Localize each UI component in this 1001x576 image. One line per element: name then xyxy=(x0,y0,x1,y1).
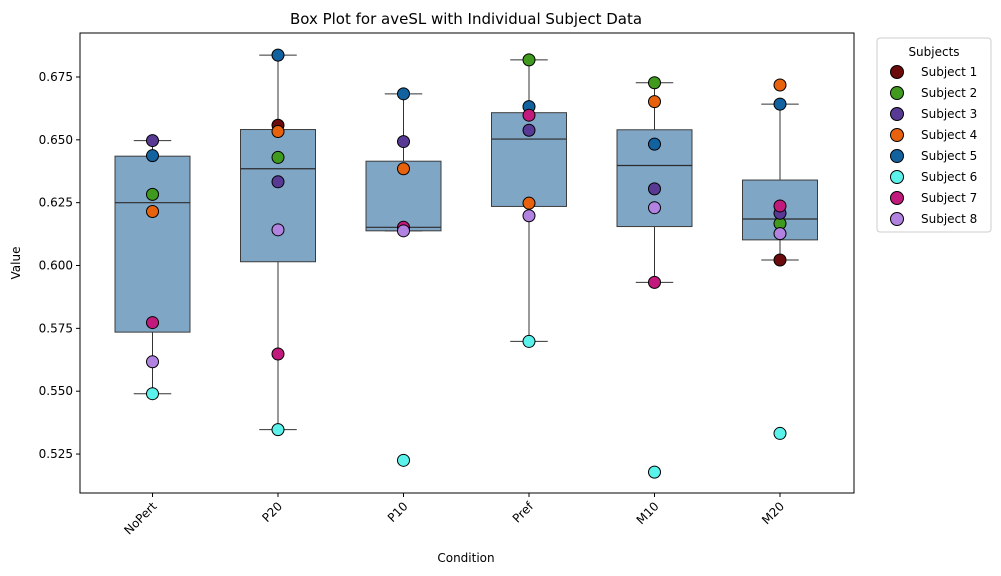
series-subject-2 xyxy=(146,53,787,231)
data-point xyxy=(773,426,787,440)
legend-label: Subject 7 xyxy=(921,191,977,205)
y-axis-title: Value xyxy=(9,247,23,280)
points-layer xyxy=(146,48,787,479)
box-iqr xyxy=(240,129,316,263)
series-subject-6 xyxy=(146,334,787,479)
legend-marker xyxy=(890,128,904,142)
box-P10 xyxy=(365,93,442,232)
legend-label: Subject 8 xyxy=(921,212,977,226)
legend-marker xyxy=(890,107,904,121)
data-point xyxy=(271,125,285,139)
x-tick-label: P10 xyxy=(385,499,411,525)
legend-label: Subject 5 xyxy=(921,149,977,163)
data-point xyxy=(648,465,661,479)
data-point xyxy=(648,137,661,151)
legend-item: Subject 2 xyxy=(890,86,977,100)
data-point xyxy=(773,253,787,267)
legend-marker xyxy=(890,149,904,163)
chart-title: Box Plot for aveSL with Individual Subje… xyxy=(290,10,642,28)
legend-items: Subject 1 Subject 2 Subject 3 Subject 4 Subj… xyxy=(890,65,977,226)
data-point xyxy=(271,223,285,237)
legend-label: Subject 2 xyxy=(921,86,977,100)
y-tick-label: 0.575 xyxy=(39,321,73,335)
legend-item: Subject 1 xyxy=(890,65,977,79)
legend-marker xyxy=(890,191,904,205)
x-axis-title: Condition xyxy=(437,551,494,565)
x-axis: NoPert P20 P10 Pref M10 M20 xyxy=(121,493,787,538)
data-point xyxy=(522,53,536,67)
legend-frame xyxy=(876,37,992,233)
y-tick-label: 0.675 xyxy=(39,70,73,84)
legend-item: Subject 6 xyxy=(890,170,977,184)
legend-item: Subject 3 xyxy=(890,107,977,121)
data-point xyxy=(271,48,285,62)
y-tick-label: 0.650 xyxy=(39,133,73,147)
data-point xyxy=(271,423,285,437)
series-subject-7 xyxy=(146,108,787,361)
data-point xyxy=(271,150,285,164)
data-point xyxy=(146,149,159,163)
x-tick-label: NoPert xyxy=(121,499,159,537)
data-point xyxy=(146,204,159,218)
legend-item: Subject 5 xyxy=(890,149,977,163)
legend-label: Subject 6 xyxy=(921,170,977,184)
data-point xyxy=(146,316,159,330)
box-Pref xyxy=(491,59,567,342)
plot-frame xyxy=(79,32,855,494)
data-point xyxy=(773,97,787,111)
data-point xyxy=(146,187,159,201)
box-iqr xyxy=(114,155,191,333)
data-point xyxy=(522,108,536,122)
data-point xyxy=(773,78,787,92)
box-NoPert xyxy=(114,140,191,395)
data-point xyxy=(271,175,285,189)
data-point xyxy=(397,87,410,101)
series-subject-4 xyxy=(146,78,787,218)
legend-marker xyxy=(890,170,904,184)
series-subject-8 xyxy=(146,201,787,369)
y-tick-label: 0.625 xyxy=(39,196,73,210)
data-point xyxy=(271,347,285,361)
data-point xyxy=(648,201,661,215)
data-point xyxy=(397,162,410,176)
legend-item: Subject 4 xyxy=(890,128,977,142)
box-P20 xyxy=(240,54,316,431)
data-point xyxy=(773,227,787,241)
data-point xyxy=(522,209,536,223)
data-point xyxy=(648,95,661,109)
y-tick-label: 0.550 xyxy=(39,384,73,398)
legend-label: Subject 3 xyxy=(921,107,977,121)
data-point xyxy=(397,224,410,238)
data-point xyxy=(146,134,159,148)
data-point xyxy=(397,135,410,149)
data-point xyxy=(648,76,661,90)
x-tick-label: M20 xyxy=(759,499,787,527)
legend-marker xyxy=(890,212,904,226)
y-tick-label: 0.525 xyxy=(39,447,73,461)
legend-label: Subject 1 xyxy=(921,65,977,79)
legend-item: Subject 8 xyxy=(890,212,977,226)
data-point xyxy=(146,387,159,401)
data-point xyxy=(146,355,159,369)
y-tick-label: 0.600 xyxy=(39,259,73,273)
legend-item: Subject 7 xyxy=(890,191,977,205)
legend-title: Subjects xyxy=(908,45,959,59)
x-tick-label: M10 xyxy=(634,499,662,527)
data-point xyxy=(522,196,536,210)
boxes-layer xyxy=(114,54,818,431)
data-point xyxy=(522,123,536,137)
legend-label: Subject 4 xyxy=(921,128,977,142)
data-point xyxy=(648,275,661,289)
y-axis: 0.525 0.550 0.575 0.600 0.625 0.650 0.675 xyxy=(39,70,80,461)
legend-marker xyxy=(890,86,904,100)
data-point xyxy=(397,453,410,467)
data-point xyxy=(648,182,661,196)
legend-marker xyxy=(890,65,904,79)
data-point xyxy=(522,334,536,348)
x-tick-label: P20 xyxy=(259,499,285,525)
data-point xyxy=(773,199,787,213)
x-tick-label: Pref xyxy=(510,499,537,526)
